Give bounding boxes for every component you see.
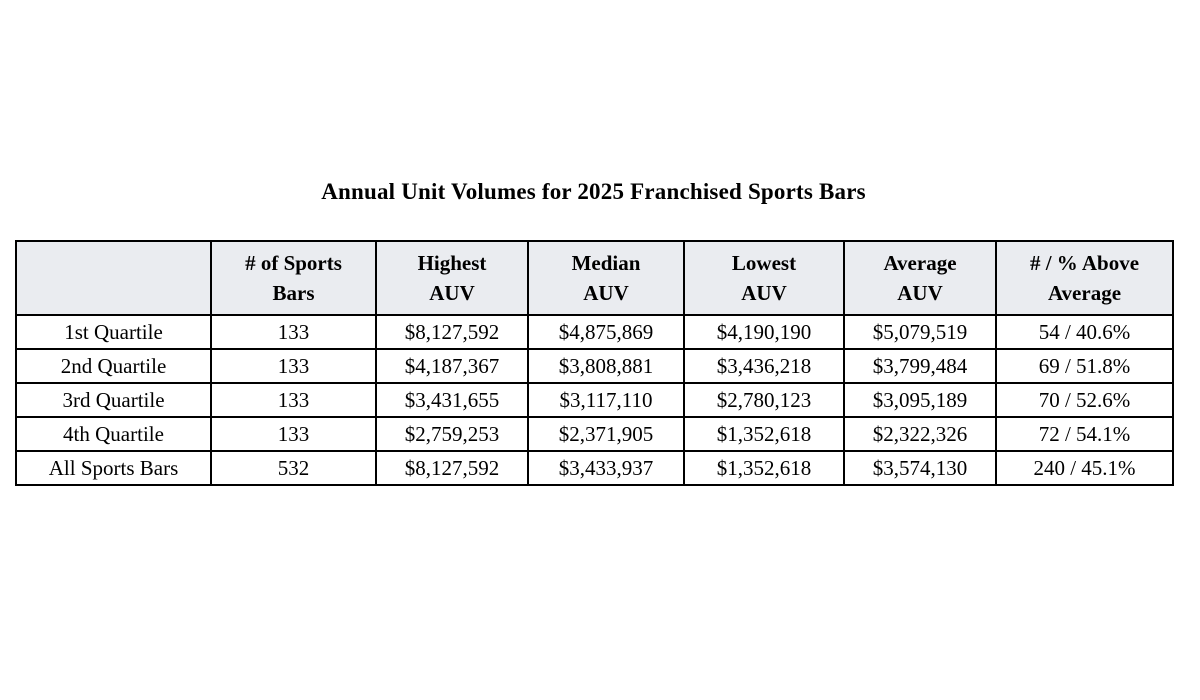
cell-highest-auv: $2,759,253 [375,416,529,452]
table-row-all-sports-bars: All Sports Bars 532 $8,127,592 $3,433,93… [15,450,1174,486]
cell-median-auv: $2,371,905 [527,416,685,452]
header-row: # of Sports Bars Highest AUV Median AUV … [15,240,1174,316]
header-average-auv: Average AUV [843,240,997,316]
cell-num-sports-bars: 133 [210,382,377,418]
cell-highest-auv: $3,431,655 [375,382,529,418]
cell-average-auv: $3,574,130 [843,450,997,486]
header-above-average: # / % Above Average [995,240,1174,316]
cell-above-average: 70 / 52.6% [995,382,1174,418]
cell-above-average: 69 / 51.8% [995,348,1174,384]
cell-lowest-auv: $3,436,218 [683,348,845,384]
cell-highest-auv: $4,187,367 [375,348,529,384]
table-row-2nd-quartile: 2nd Quartile 133 $4,187,367 $3,808,881 $… [15,348,1174,384]
cell-num-sports-bars: 133 [210,314,377,350]
cell-highest-auv: $8,127,592 [375,314,529,350]
header-num-sports-bars: # of Sports Bars [210,240,377,316]
page-title: Annual Unit Volumes for 2025 Franchised … [321,179,866,204]
header-lowest-auv: Lowest AUV [683,240,845,316]
cell-lowest-auv: $1,352,618 [683,416,845,452]
cell-lowest-auv: $4,190,190 [683,314,845,350]
cell-above-average: 54 / 40.6% [995,314,1174,350]
table-row-1st-quartile: 1st Quartile 133 $8,127,592 $4,875,869 $… [15,314,1174,350]
cell-num-sports-bars: 133 [210,348,377,384]
header-median-auv: Median AUV [527,240,685,316]
table-header: # of Sports Bars Highest AUV Median AUV … [15,240,1174,316]
row-label: 1st Quartile [15,314,212,350]
auv-table: # of Sports Bars Highest AUV Median AUV … [15,240,1174,486]
table-row-3rd-quartile: 3rd Quartile 133 $3,431,655 $3,117,110 $… [15,382,1174,418]
cell-average-auv: $5,079,519 [843,314,997,350]
cell-highest-auv: $8,127,592 [375,450,529,486]
cell-num-sports-bars: 133 [210,416,377,452]
header-blank [15,240,212,316]
cell-median-auv: $3,117,110 [527,382,685,418]
cell-average-auv: $3,095,189 [843,382,997,418]
row-label: 3rd Quartile [15,382,212,418]
row-label: 2nd Quartile [15,348,212,384]
cell-average-auv: $3,799,484 [843,348,997,384]
cell-average-auv: $2,322,326 [843,416,997,452]
header-highest-auv: Highest AUV [375,240,529,316]
cell-num-sports-bars: 532 [210,450,377,486]
row-label: All Sports Bars [15,450,212,486]
cell-median-auv: $3,808,881 [527,348,685,384]
cell-median-auv: $4,875,869 [527,314,685,350]
table-row-4th-quartile: 4th Quartile 133 $2,759,253 $2,371,905 $… [15,416,1174,452]
cell-lowest-auv: $1,352,618 [683,450,845,486]
cell-median-auv: $3,433,937 [527,450,685,486]
table-body: 1st Quartile 133 $8,127,592 $4,875,869 $… [15,314,1174,486]
row-label: 4th Quartile [15,416,212,452]
cell-above-average: 72 / 54.1% [995,416,1174,452]
cell-lowest-auv: $2,780,123 [683,382,845,418]
cell-above-average: 240 / 45.1% [995,450,1174,486]
